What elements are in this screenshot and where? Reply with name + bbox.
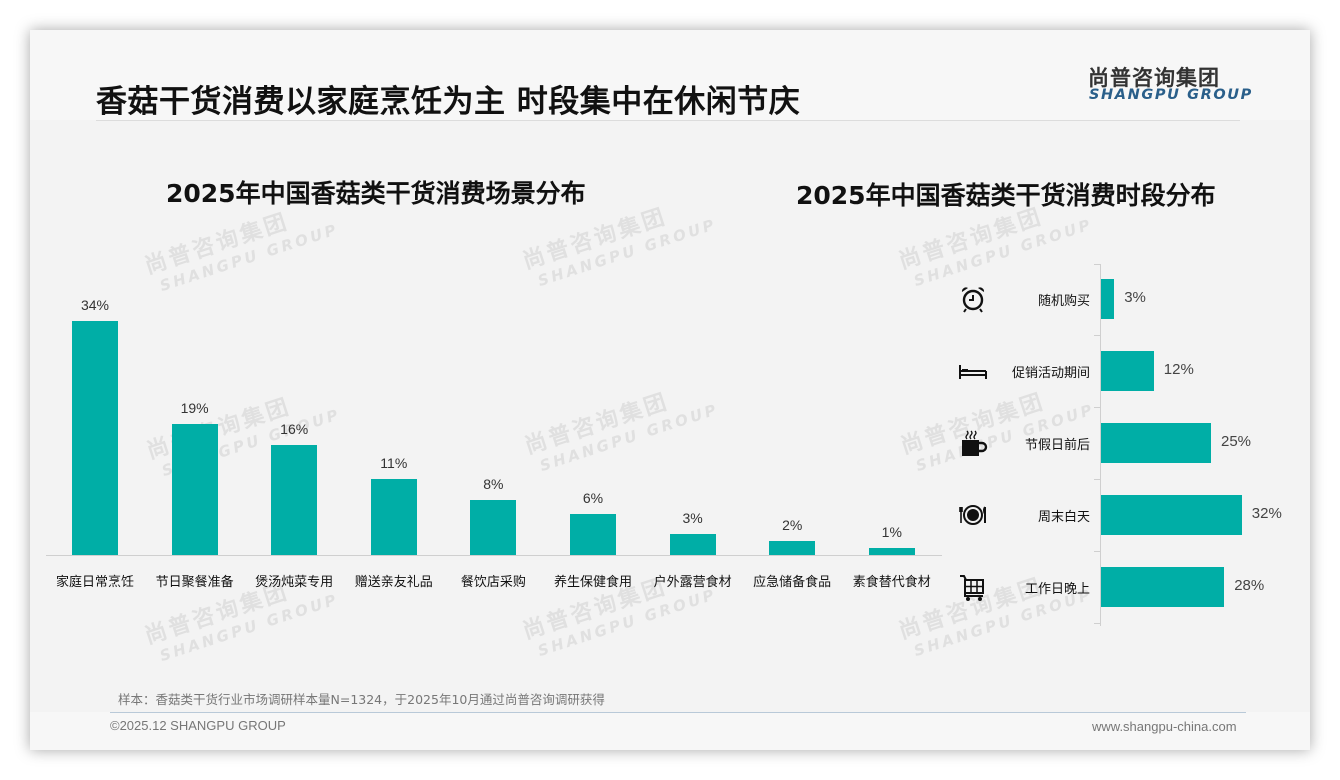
shopping-cart-icon — [958, 572, 988, 602]
category-label: 节假日前后 — [1024, 438, 1090, 453]
bar-3 — [370, 479, 417, 555]
bed-icon — [958, 356, 988, 386]
bar-5 — [570, 513, 616, 555]
category-label: 促销活动期间 — [1011, 366, 1090, 381]
bar-value-label: 28% — [1234, 577, 1265, 594]
bar-value-label: 34% — [80, 297, 110, 314]
hbar-4 — [1101, 567, 1225, 607]
category-label: 随机购买 — [1037, 294, 1090, 309]
bar-value-label: 3% — [1124, 289, 1146, 306]
sample-note: 样本：香菇类干货行业市场调研样本量N=1324，于2025年10月通过尚普咨询调… — [118, 692, 605, 707]
bar-7 — [769, 541, 816, 555]
bar-0 — [72, 321, 118, 555]
logo-chinese: 尚普咨询集团 — [1088, 66, 1220, 90]
category-label: 煲汤炖菜专用 — [255, 575, 334, 590]
category-label: 养生保健食用 — [553, 575, 632, 590]
bar-1 — [171, 424, 218, 555]
bar-value-label: 25% — [1221, 433, 1252, 450]
bar-8 — [868, 548, 915, 555]
category-label: 工作日晚上 — [1024, 582, 1090, 597]
bar-2 — [271, 444, 318, 555]
axis-tick — [1094, 264, 1100, 265]
watermark: 尚普咨询集团 SHANGPU GROUP — [897, 389, 1097, 476]
title-divider — [96, 120, 1240, 121]
hbar-1 — [1101, 351, 1154, 391]
page-title: 香菇干货消费以家庭烹饪为主 时段集中在休闲节庆 — [96, 84, 801, 120]
axis-tick — [1094, 623, 1100, 624]
bar-value-label: 3% — [682, 510, 703, 527]
plate-cutlery-icon — [958, 500, 988, 530]
watermark: 尚普咨询集团 SHANGPU GROUP — [521, 389, 721, 476]
bar-value-label: 12% — [1163, 361, 1194, 378]
slide-card: 香菇干货消费以家庭烹饪为主 时段集中在休闲节庆 尚普咨询集团 SHANGPU G… — [30, 30, 1310, 750]
scene-chart-title: 2025年中国香菇类干货消费场景分布 — [166, 179, 586, 208]
bar-value-label: 1% — [881, 524, 902, 541]
x-axis-baseline — [46, 555, 942, 556]
y-axis-line — [1100, 264, 1101, 626]
axis-tick — [1094, 407, 1100, 408]
category-label: 素食替代食材 — [852, 575, 931, 590]
bar-value-label: 2% — [782, 517, 803, 534]
period-chart-title: 2025年中国香菇类干货消费时段分布 — [796, 181, 1216, 210]
category-label: 家庭日常烹饪 — [55, 575, 134, 590]
logo-english: SHANGPU GROUP — [1089, 87, 1253, 103]
axis-tick — [1094, 551, 1100, 552]
coffee-cup-icon — [958, 428, 988, 458]
bar-value-label: 8% — [483, 475, 504, 492]
category-label: 周末白天 — [1037, 510, 1090, 525]
hbar-0 — [1101, 279, 1115, 319]
bar-value-label: 11% — [380, 455, 408, 472]
category-label: 户外露营食材 — [653, 575, 732, 590]
alarm-clock-icon — [958, 284, 988, 314]
category-label: 餐饮店采购 — [460, 575, 526, 590]
header-band — [30, 30, 1310, 120]
bar-value-label: 19% — [180, 400, 209, 417]
footer-band — [30, 712, 1310, 750]
category-label: 赠送亲友礼品 — [354, 575, 433, 590]
bar-value-label: 6% — [582, 489, 604, 506]
axis-tick — [1094, 335, 1100, 336]
bar-4 — [470, 499, 517, 555]
copyright: ©2025.12 SHANGPU GROUP — [110, 718, 286, 733]
bar-6 — [669, 534, 716, 555]
hbar-3 — [1101, 495, 1242, 535]
category-label: 应急储备食品 — [753, 575, 832, 590]
footer-divider — [110, 712, 1246, 713]
bar-value-label: 16% — [280, 420, 309, 437]
axis-tick — [1094, 479, 1100, 480]
category-label: 节日聚餐准备 — [155, 575, 234, 590]
hbar-2 — [1101, 423, 1211, 463]
website-link[interactable]: www.shangpu-china.com — [1092, 719, 1237, 734]
bar-value-label: 32% — [1251, 505, 1282, 522]
